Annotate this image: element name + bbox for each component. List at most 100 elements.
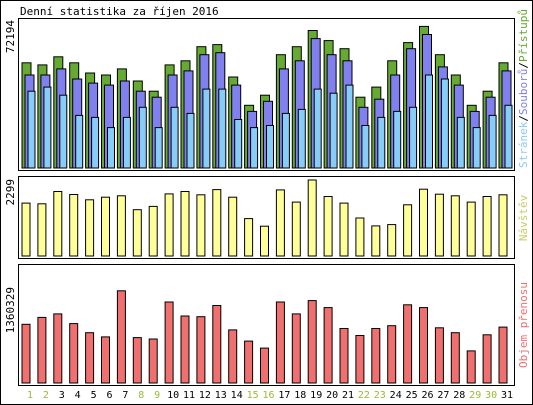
bar-kbytes-day-3: [53, 313, 63, 384]
panel-visits-ymax-label: 2299: [4, 179, 17, 206]
legend-files: Souborů: [517, 69, 530, 115]
bar-pages-day-28: [456, 116, 465, 169]
bar-visits-day-9: [148, 205, 158, 257]
day-label-8: 8: [138, 390, 144, 401]
bar-pages-day-21: [345, 84, 354, 169]
bar-pages-day-8: [138, 106, 147, 169]
panel-hits-files-pages: 72194 Stránek/Souborů/Přístupů: [4, 9, 530, 171]
bar-visits-day-4: [69, 194, 79, 257]
bar-pages-day-13: [218, 88, 227, 169]
bar-pages-day-11: [186, 112, 195, 169]
day-label-6: 6: [106, 390, 112, 401]
bar-visits-day-2: [37, 203, 47, 257]
day-label-16: 16: [262, 390, 274, 401]
day-label-4: 4: [75, 390, 81, 401]
day-labels: 1 2 3 4 5 6 7 8 9 10 11 12 13 14 15 16 17 18 19 20 21 22 23 24 2…: [27, 390, 513, 401]
bar-pages-day-2: [43, 86, 52, 169]
day-label-23: 23: [374, 390, 386, 401]
bar-kbytes-day-4: [69, 323, 79, 384]
bar-visits-day-22: [355, 217, 365, 257]
bar-pages-day-23: [377, 116, 386, 169]
bar-visits-day-3: [53, 191, 63, 257]
bar-kbytes-day-7: [116, 290, 126, 384]
bar-pages-day-25: [409, 106, 418, 169]
bar-kbytes-day-15: [244, 340, 254, 384]
legend-separator-2: /: [517, 62, 530, 69]
bar-kbytes-day-14: [228, 329, 238, 384]
bar-kbytes-day-18: [291, 313, 301, 384]
day-label-19: 19: [310, 390, 322, 401]
bar-kbytes-day-28: [450, 332, 460, 384]
bar-visits-day-13: [212, 189, 222, 257]
legend-pages: Stránek: [517, 121, 530, 168]
bar-pages-day-31: [504, 104, 513, 169]
bar-pages-day-17: [281, 112, 290, 169]
bar-visits-day-7: [116, 195, 126, 257]
day-label-7: 7: [122, 390, 128, 401]
day-label-17: 17: [278, 390, 290, 401]
bar-pages-day-27: [440, 78, 449, 169]
legend-hits: Přístupů: [517, 9, 530, 62]
bar-kbytes-day-20: [323, 307, 333, 384]
panel-hits-bars: [21, 25, 513, 169]
panel-kbytes-ymax-label: 1360329: [4, 287, 17, 333]
day-label-15: 15: [247, 390, 259, 401]
bar-kbytes-day-9: [148, 338, 158, 384]
day-label-20: 20: [326, 390, 338, 401]
day-label-25: 25: [406, 390, 418, 401]
legend-visits: Návštěv: [517, 194, 530, 241]
bar-kbytes-day-30: [482, 334, 492, 384]
day-label-10: 10: [167, 390, 179, 401]
day-label-18: 18: [294, 390, 306, 401]
bar-pages-day-24: [393, 110, 402, 169]
day-label-27: 27: [437, 390, 449, 401]
bar-visits-day-23: [371, 225, 381, 257]
svg-text:Stránek/Souborů/Přístupů: Stránek/Souborů/Přístupů: [517, 9, 530, 168]
bar-kbytes-day-17: [275, 301, 285, 384]
legend-separator-1: /: [517, 115, 530, 122]
bar-pages-day-6: [107, 127, 115, 169]
bar-kbytes-day-19: [307, 300, 317, 384]
panel-kbytes-bars: [21, 290, 508, 384]
day-label-26: 26: [421, 390, 433, 401]
day-label-31: 31: [501, 390, 513, 401]
day-label-30: 30: [485, 390, 497, 401]
bar-kbytes-day-26: [419, 307, 428, 384]
bar-visits-day-29: [466, 201, 476, 257]
day-label-28: 28: [453, 390, 465, 401]
bar-visits-day-12: [196, 194, 206, 257]
bar-pages-day-14: [234, 119, 243, 169]
bar-pages-day-9: [154, 127, 163, 169]
bar-visits-day-16: [260, 225, 269, 257]
bar-kbytes-day-21: [339, 328, 349, 384]
bar-visits-day-19: [307, 179, 317, 257]
day-label-14: 14: [231, 390, 243, 401]
bar-kbytes-day-25: [403, 304, 413, 384]
bar-visits-day-17: [275, 189, 285, 257]
bar-visits-day-8: [132, 209, 142, 257]
bar-visits-day-6: [101, 196, 110, 257]
bar-kbytes-day-27: [434, 327, 444, 384]
chart-title: Denní statistika za říjen 2016: [20, 5, 219, 18]
bar-visits-day-5: [85, 199, 95, 257]
bar-pages-day-16: [266, 125, 274, 169]
day-label-9: 9: [154, 390, 160, 401]
bar-kbytes-day-6: [101, 336, 110, 384]
bar-pages-day-10: [170, 106, 179, 169]
panel-kbytes: 1360329 Objem přenosu: [4, 264, 530, 386]
day-label-2: 2: [43, 390, 49, 401]
panel-visits: 2299 Návštěv: [4, 176, 530, 259]
bar-visits-day-14: [228, 196, 238, 257]
bar-kbytes-day-11: [180, 315, 190, 384]
bar-pages-day-19: [313, 88, 322, 169]
bar-visits-day-1: [21, 202, 31, 257]
panel-hits-ymax-label: 72194: [4, 20, 17, 53]
day-label-11: 11: [183, 390, 195, 401]
bar-visits-day-27: [434, 193, 444, 257]
bar-visits-day-30: [482, 196, 492, 257]
panel-hits-legend: Stránek/Souborů/Přístupů: [517, 9, 530, 168]
bar-visits-day-15: [244, 218, 254, 257]
bar-visits-day-10: [164, 193, 174, 257]
bar-kbytes-day-10: [164, 301, 174, 384]
